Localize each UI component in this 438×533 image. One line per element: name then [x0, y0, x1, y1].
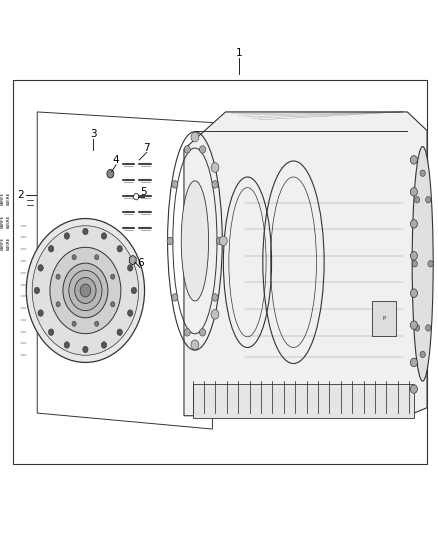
Circle shape: [410, 289, 417, 297]
Circle shape: [80, 284, 91, 297]
Ellipse shape: [181, 181, 208, 301]
Circle shape: [219, 236, 227, 246]
Circle shape: [420, 351, 425, 358]
Circle shape: [217, 237, 223, 245]
Text: P: P: [383, 316, 386, 321]
Circle shape: [56, 302, 60, 307]
Circle shape: [83, 346, 88, 353]
Circle shape: [211, 163, 219, 172]
Circle shape: [38, 265, 43, 271]
Polygon shape: [184, 112, 427, 416]
Circle shape: [212, 181, 218, 188]
Circle shape: [38, 310, 43, 316]
Circle shape: [49, 329, 54, 335]
Circle shape: [410, 385, 417, 393]
Text: 845RE: 845RE: [6, 215, 11, 228]
Circle shape: [200, 329, 206, 336]
Bar: [13, 80, 427, 464]
Circle shape: [410, 156, 417, 164]
Circle shape: [412, 261, 417, 267]
Text: 6: 6: [137, 258, 144, 268]
Circle shape: [127, 265, 133, 271]
Circle shape: [111, 302, 115, 307]
Circle shape: [167, 237, 173, 245]
Text: 68RFE: 68RFE: [1, 237, 5, 250]
Circle shape: [95, 255, 99, 260]
Circle shape: [184, 329, 190, 336]
Circle shape: [107, 169, 114, 178]
Text: 5: 5: [140, 187, 147, 197]
Circle shape: [101, 342, 106, 348]
Circle shape: [410, 252, 417, 260]
Ellipse shape: [412, 147, 433, 381]
Circle shape: [134, 193, 139, 200]
Circle shape: [111, 274, 115, 279]
Circle shape: [83, 228, 88, 235]
Circle shape: [72, 255, 76, 260]
Circle shape: [410, 321, 417, 329]
Circle shape: [34, 287, 39, 294]
Circle shape: [426, 325, 431, 331]
Circle shape: [64, 342, 70, 348]
Circle shape: [127, 310, 133, 316]
Circle shape: [50, 247, 121, 334]
Circle shape: [117, 246, 122, 252]
Circle shape: [26, 219, 145, 362]
Circle shape: [172, 181, 178, 188]
Circle shape: [426, 197, 431, 203]
Circle shape: [410, 188, 417, 196]
Circle shape: [49, 246, 54, 252]
Circle shape: [131, 287, 137, 294]
Polygon shape: [37, 112, 212, 429]
Text: 68RFE: 68RFE: [1, 215, 5, 228]
Circle shape: [414, 325, 420, 331]
Text: 2: 2: [17, 190, 24, 199]
Text: 1: 1: [235, 49, 242, 58]
Circle shape: [428, 261, 433, 267]
Circle shape: [420, 170, 425, 176]
Circle shape: [75, 278, 96, 303]
Text: 4: 4: [113, 155, 120, 165]
Circle shape: [191, 340, 199, 350]
Circle shape: [184, 146, 190, 153]
Circle shape: [211, 310, 219, 319]
Text: 845RE: 845RE: [6, 237, 11, 250]
Circle shape: [95, 321, 99, 326]
Circle shape: [212, 294, 218, 301]
Circle shape: [200, 146, 206, 153]
Circle shape: [101, 233, 106, 239]
Circle shape: [64, 233, 70, 239]
Circle shape: [56, 274, 60, 279]
Circle shape: [32, 226, 138, 355]
Circle shape: [172, 294, 178, 301]
Circle shape: [117, 329, 122, 335]
Circle shape: [72, 321, 76, 326]
Circle shape: [410, 358, 417, 367]
Text: 845RE: 845RE: [6, 192, 11, 205]
Circle shape: [191, 132, 199, 142]
Bar: [193, 384, 414, 418]
Circle shape: [69, 270, 102, 311]
Circle shape: [414, 197, 420, 203]
Text: 7: 7: [143, 143, 150, 152]
Text: 3: 3: [90, 130, 97, 139]
Text: 68RFE: 68RFE: [1, 192, 5, 205]
Circle shape: [63, 263, 108, 318]
Bar: [372, 301, 396, 336]
Circle shape: [410, 220, 417, 228]
